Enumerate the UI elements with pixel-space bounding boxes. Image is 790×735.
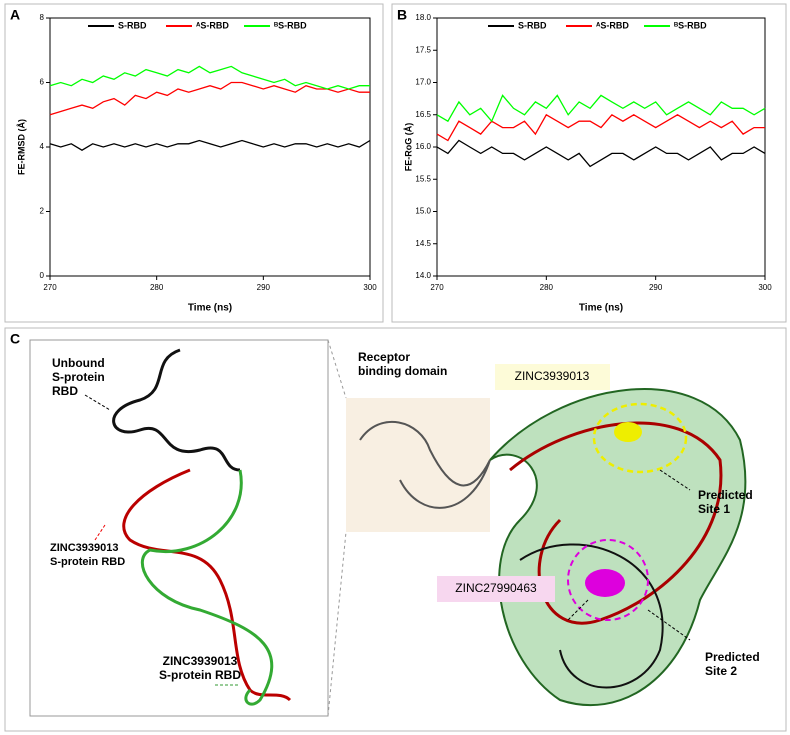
y-tick-label: 8 <box>40 13 45 22</box>
legend-label: ᴮS-RBD <box>274 20 307 30</box>
y-tick-label: 6 <box>40 78 45 87</box>
zoom-line <box>327 339 347 399</box>
arrow <box>647 609 691 641</box>
rbd-region <box>346 398 490 532</box>
ribbon-red <box>122 468 292 702</box>
annotation: ZINC27990463 <box>455 581 537 595</box>
annotation: S-protein RBD <box>50 556 125 568</box>
x-axis-label: Time (ns) <box>579 303 623 314</box>
y-tick-label: 16.0 <box>415 142 431 151</box>
panel-label: B <box>397 7 407 23</box>
y-tick-label: 14.5 <box>415 239 431 248</box>
y-tick-label: 4 <box>40 142 45 151</box>
y-tick-label: 0 <box>40 271 45 280</box>
panel-a-frame <box>4 3 384 323</box>
ligand1-blob <box>614 422 642 442</box>
ribbon-black <box>519 543 664 689</box>
series-line <box>49 81 370 116</box>
y-axis-label: FE-RoG (Å) <box>403 123 413 172</box>
series-line <box>436 94 766 123</box>
plot-frame <box>49 17 371 277</box>
ribbon-rbd <box>359 421 491 509</box>
x-tick-label: 270 <box>430 283 444 292</box>
series-line <box>436 113 765 142</box>
x-tick-label: 280 <box>540 283 554 292</box>
inset-frame <box>29 339 329 717</box>
arrow <box>659 469 691 491</box>
y-tick-label: 14.0 <box>415 271 431 280</box>
annotation: Site 1 <box>698 502 730 516</box>
y-axis-label: FE-RMSD (Å) <box>16 119 26 175</box>
y-tick-label: 18.0 <box>415 13 431 22</box>
annotation: Site 2 <box>705 664 737 678</box>
ligand2-blob <box>585 569 625 597</box>
panel-b-frame <box>391 3 787 323</box>
ribbon-black <box>112 348 241 472</box>
legend-label: S-RBD <box>118 20 147 30</box>
zoom-line <box>327 531 347 717</box>
x-tick-label: 290 <box>257 283 271 292</box>
annotation: S-protein <box>52 370 105 384</box>
panel-c-frame <box>4 327 787 732</box>
y-tick-label: 15.0 <box>415 207 431 216</box>
legend-label: S-RBD <box>518 20 547 30</box>
plot-frame <box>436 17 766 277</box>
x-tick-label: 300 <box>758 283 772 292</box>
y-tick-label: 17.0 <box>415 78 431 87</box>
ligand2-box <box>437 576 555 602</box>
x-tick-label: 270 <box>43 283 57 292</box>
annotation: binding domain <box>358 364 447 378</box>
ribbon-green <box>140 469 274 706</box>
arrow <box>94 524 106 541</box>
annotation: S-protein RBD <box>159 668 241 682</box>
x-tick-label: 280 <box>150 283 164 292</box>
annotation: ZINC3939013 <box>163 654 238 668</box>
y-tick-label: 17.5 <box>415 45 431 54</box>
legend-label: ᴬS-RBD <box>196 20 229 30</box>
annotation: RBD <box>52 384 78 398</box>
panel-label: C <box>10 331 20 347</box>
y-tick-label: 2 <box>40 207 45 216</box>
legend-label: ᴮS-RBD <box>674 20 707 30</box>
site2-circle <box>567 539 649 621</box>
annotation: Predicted <box>705 650 760 664</box>
x-tick-label: 290 <box>649 283 663 292</box>
y-tick-label: 16.5 <box>415 110 431 119</box>
panel-c: C UnboundS-proteinRBDZINC3939013S-protei… <box>10 331 760 717</box>
site1-circle <box>592 402 688 474</box>
panel-label: A <box>10 7 20 23</box>
x-tick-label: 300 <box>363 283 377 292</box>
y-tick-label: 15.5 <box>415 174 431 183</box>
series-line <box>49 65 370 90</box>
annotation: Predicted <box>698 488 753 502</box>
series-line <box>436 139 766 168</box>
series-line <box>49 139 371 151</box>
annotation: Receptor <box>358 350 410 364</box>
protein-body <box>489 388 747 706</box>
annotation: ZINC3939013 <box>515 369 590 383</box>
x-axis-label: Time (ns) <box>188 303 232 314</box>
ligand1-box <box>495 364 610 390</box>
annotation: ZINC3939013 <box>50 542 119 554</box>
legend-label: ᴬS-RBD <box>596 20 629 30</box>
arrow <box>84 394 111 411</box>
annotation: Unbound <box>52 356 105 370</box>
